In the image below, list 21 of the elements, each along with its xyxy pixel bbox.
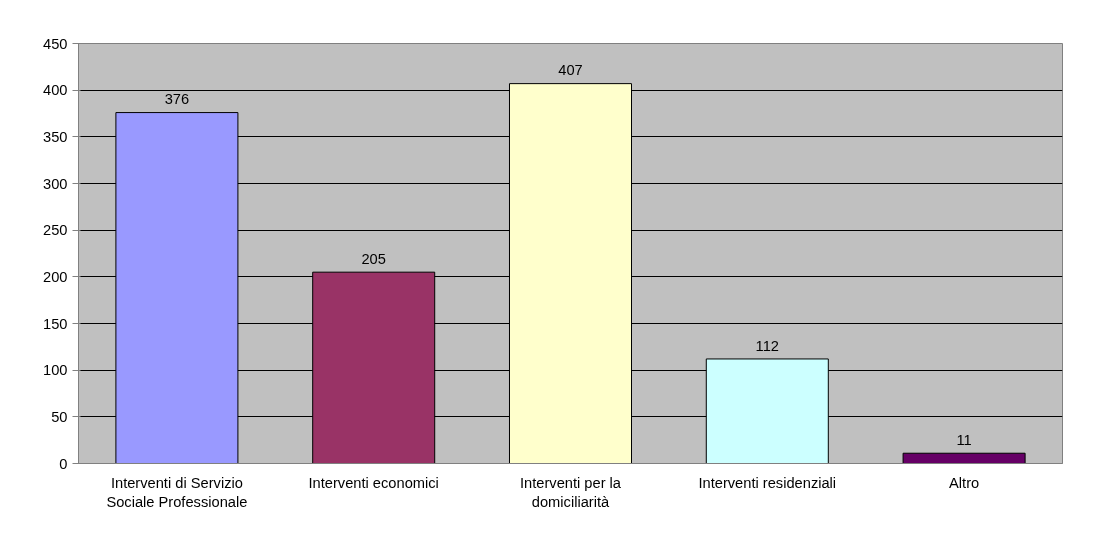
- x-tick-label: Interventi per la domiciliarità: [519, 474, 622, 510]
- y-tick-label: 100: [43, 362, 68, 379]
- y-tick-label: 300: [43, 175, 68, 192]
- y-tick-label: 200: [43, 268, 68, 285]
- data-label: 407: [558, 62, 583, 79]
- data-label: 376: [164, 91, 190, 108]
- y-tick-label: 0: [59, 455, 68, 472]
- y-tick-label: 350: [43, 128, 68, 145]
- x-tick-label: Altro: [949, 474, 980, 491]
- x-tick-label: Interventi residenziali: [698, 474, 837, 491]
- x-tick-label: Interventi economici: [308, 474, 439, 491]
- y-tick-label: 150: [43, 315, 68, 332]
- y-tick-label: 50: [51, 408, 68, 425]
- data-label: 205: [361, 250, 386, 267]
- y-tick-label: 450: [43, 35, 68, 52]
- bar: [902, 452, 1026, 464]
- x-tick-label: Interventi di Servizio Sociale Professionale: [106, 474, 248, 510]
- data-label: 11: [956, 431, 972, 448]
- data-label: 112: [755, 337, 779, 354]
- y-tick-label: 400: [43, 82, 68, 99]
- y-tick-label: 250: [43, 222, 68, 239]
